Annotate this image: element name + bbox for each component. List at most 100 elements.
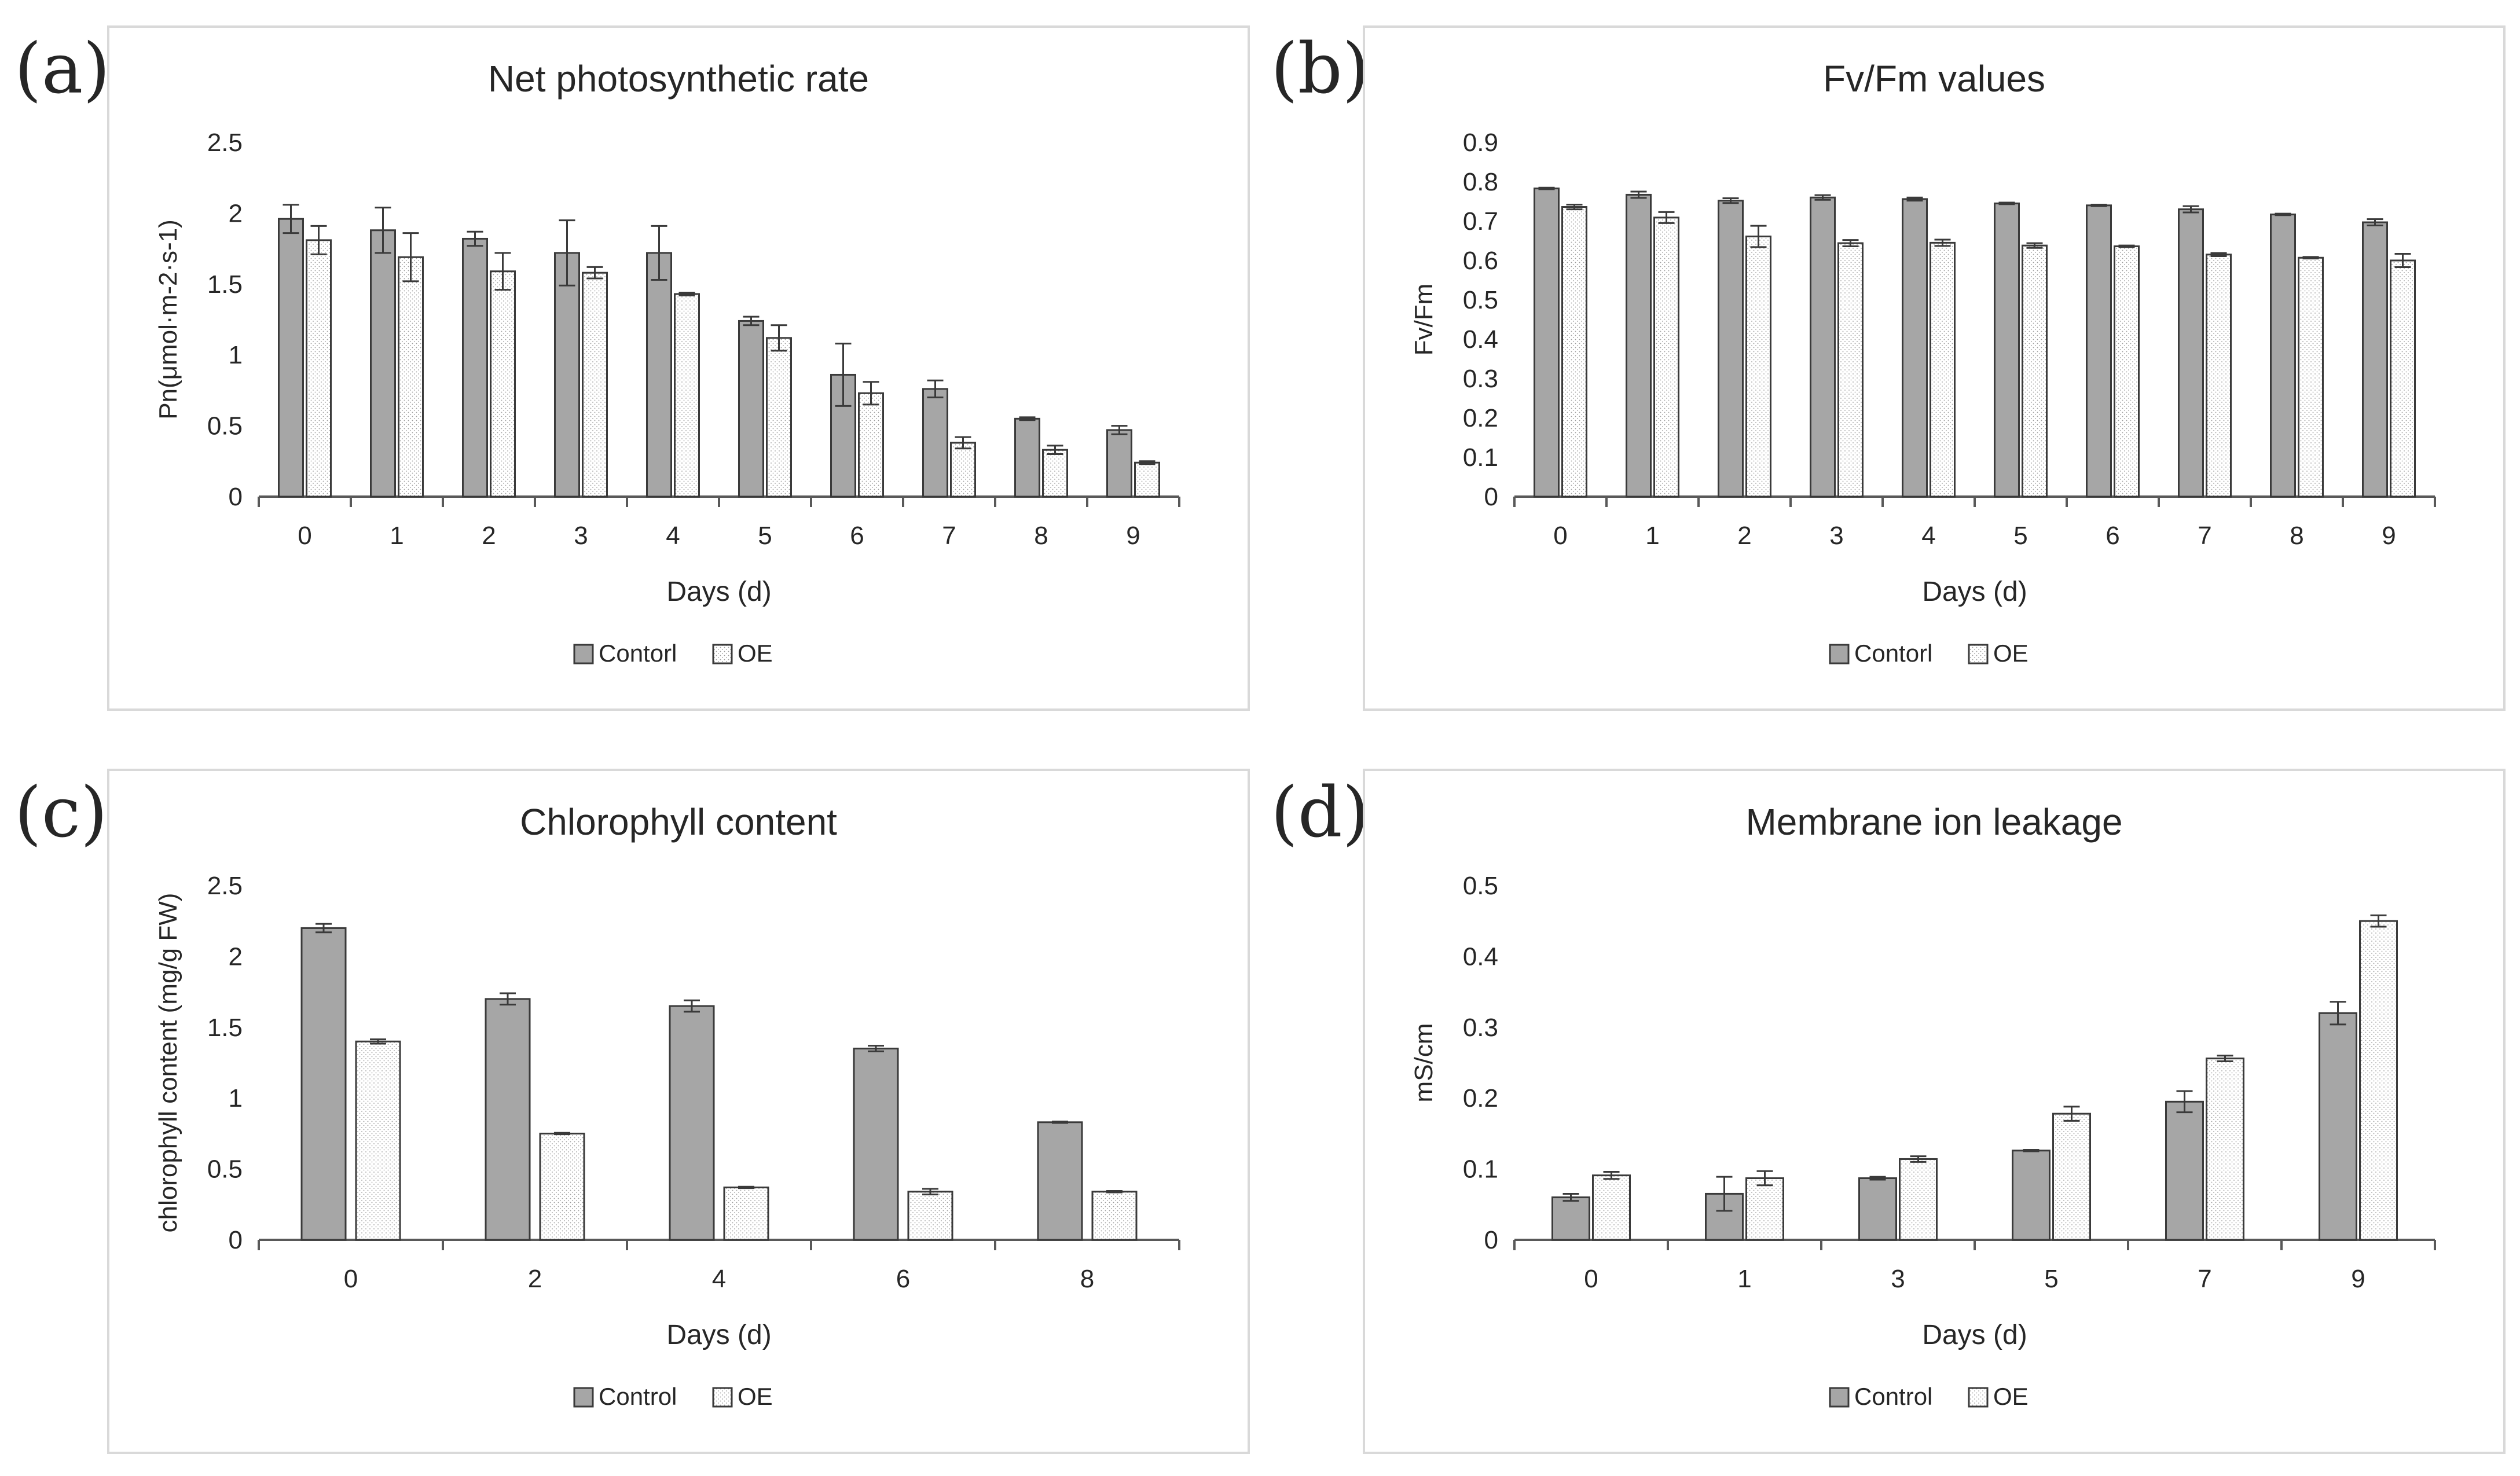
y-tick-label: 0.7	[1463, 207, 1498, 236]
y-tick-label: 2.5	[207, 872, 243, 900]
bar-control	[669, 1005, 715, 1241]
legend-swatch-oe	[1968, 644, 1989, 664]
y-tick-label: 0.5	[207, 412, 243, 440]
chart-panel-b: (b) Fv/Fm values 0 0.1 0.2 0.3 0.4 0.5 0.6 0.7 0.8…	[1271, 25, 2506, 711]
chart-frame	[1363, 25, 2506, 711]
bars	[1551, 914, 2398, 1241]
bar-oe	[1745, 1177, 1784, 1241]
bar-control	[2165, 1100, 2204, 1241]
y-tick-label: 0.4	[1463, 325, 1498, 354]
bar-control	[278, 218, 304, 498]
bar-control	[462, 237, 488, 498]
bar-oe	[1042, 449, 1068, 498]
bar-oe	[950, 442, 976, 498]
x-tick-label: 5	[2013, 522, 2027, 550]
y-tick-label: 0.5	[207, 1155, 243, 1184]
y-tick-label: 1	[229, 341, 243, 369]
x-tick-label: 9	[2382, 522, 2396, 550]
x-tick-label: 6	[2105, 522, 2119, 550]
x-tick-label: 1	[390, 522, 404, 550]
x-tick-label: 3	[574, 522, 588, 550]
y-axis-ticks: 0 0.1 0.2 0.3 0.4 0.5 0.6 0.7 0.8 0.9	[1463, 128, 1498, 511]
legend-label: OE	[1993, 1383, 2029, 1410]
bars	[1534, 186, 2416, 498]
y-tick-label: 0.3	[1463, 1014, 1498, 1042]
x-axis-label: Days (d)	[1922, 577, 2027, 607]
legend-swatch-control	[573, 1387, 594, 1408]
y-axis-ticks: 0 0.5 1 1.5 2 2.5	[207, 128, 243, 511]
x-tick-label: 0	[1584, 1265, 1598, 1293]
bar-oe	[2114, 245, 2140, 498]
x-tick-label: 5	[758, 522, 772, 550]
x-axis-label: Days (d)	[1922, 1320, 2027, 1350]
bar-control	[2362, 221, 2388, 498]
bar-control	[1534, 188, 1560, 498]
bar-oe	[723, 1186, 769, 1241]
bar-oe	[2359, 920, 2398, 1241]
x-tick-label: 4	[1921, 522, 1935, 550]
y-tick-label: 0.4	[1463, 942, 1498, 971]
x-tick-label: 7	[2198, 1265, 2211, 1293]
bar-oe	[2022, 244, 2048, 498]
bar-control	[922, 388, 948, 498]
bar-oe	[2052, 1112, 2091, 1241]
bar-control	[1718, 200, 1744, 498]
bar-oe	[1837, 242, 1864, 498]
y-axis-label: Pn(μmol·m-2·s-1)	[154, 219, 182, 420]
bars	[300, 923, 1138, 1241]
legend-label: Control	[599, 1383, 677, 1410]
y-tick-label: 0.9	[1463, 128, 1498, 157]
bar-oe	[1091, 1191, 1138, 1241]
bar-oe	[398, 256, 424, 498]
x-tick-label: 0	[344, 1265, 358, 1293]
legend: Control OE	[573, 1383, 773, 1410]
x-tick-label: 2	[1737, 522, 1751, 550]
y-tick-label: 0.5	[1463, 872, 1498, 900]
x-tick-label: 4	[712, 1265, 726, 1293]
legend-label: Contorl	[1854, 640, 1932, 667]
y-tick-label: 1.5	[207, 1014, 243, 1042]
bar-control	[370, 229, 396, 498]
bar-control	[1106, 429, 1132, 498]
bar-control	[300, 927, 347, 1241]
chart-panel-c: (c) Chlorophyll content 0 0.5 1 1.5 2 2.5 chloro…	[14, 769, 1250, 1454]
legend-swatch-control	[573, 644, 594, 664]
y-tick-label: 0	[229, 483, 243, 511]
bar-oe	[1930, 241, 1956, 498]
y-tick-label: 1	[229, 1084, 243, 1112]
x-tick-label: 0	[1553, 522, 1567, 550]
bar-oe	[490, 270, 516, 498]
bar-control	[2319, 1012, 2357, 1241]
panel-label: (c)	[14, 773, 108, 853]
bar-oe	[858, 392, 884, 498]
y-tick-label: 0	[229, 1226, 243, 1254]
bar-control	[646, 252, 672, 498]
bar-oe	[582, 271, 608, 498]
x-axis-label: Days (d)	[666, 577, 771, 607]
y-axis-ticks: 0 0.1 0.2 0.3 0.4 0.5	[1463, 872, 1498, 1254]
bar-oe	[766, 337, 792, 498]
chart-title: Membrane ion leakage	[1745, 801, 2122, 843]
y-axis-label: Fv/Fm	[1410, 284, 1438, 356]
legend-label: OE	[738, 1383, 773, 1410]
x-tick-label: 2	[482, 522, 496, 550]
panel-label: (a)	[14, 29, 110, 109]
y-tick-label: 1.5	[207, 270, 243, 299]
bar-control	[1551, 1196, 1590, 1241]
legend: Control OE	[1829, 1383, 2029, 1410]
legend-label: OE	[1993, 640, 2029, 667]
y-axis-ticks: 0 0.5 1 1.5 2 2.5	[207, 872, 243, 1254]
legend-swatch-oe	[712, 644, 733, 664]
bars	[278, 204, 1160, 498]
legend: Contorl OE	[1829, 640, 2029, 667]
y-tick-label: 0.5	[1463, 286, 1498, 314]
x-tick-label: 2	[528, 1265, 542, 1293]
panel-label: (b)	[1271, 29, 1369, 109]
x-tick-label: 7	[2198, 522, 2211, 550]
bar-control	[1994, 202, 2020, 498]
bar-control	[1858, 1177, 1897, 1241]
bar-control	[1902, 198, 1928, 498]
chart-frame	[1363, 769, 2506, 1454]
x-tick-label: 3	[1891, 1265, 1905, 1293]
y-tick-label: 2	[229, 199, 243, 227]
